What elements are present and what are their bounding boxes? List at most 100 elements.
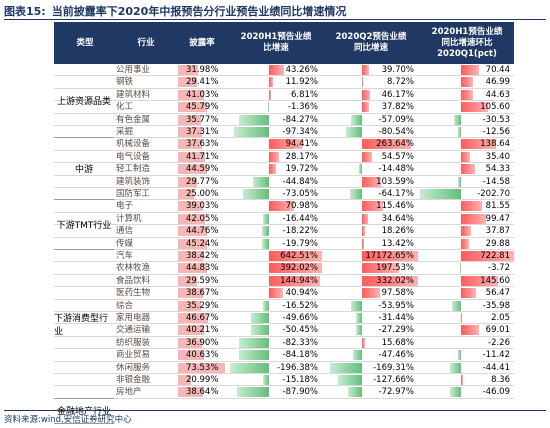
qoq-value: 29.88 [485,238,510,249]
table-row: 通信 44.76% -18.22% 18.26% 37.87 [54,225,514,238]
h1-bar [268,139,303,150]
coverage-bar [178,213,205,224]
q2-bar [361,102,369,113]
h1-bar [242,189,269,199]
h1-value: -16.44% [282,213,318,224]
industry-cell: 钢铁 [116,77,134,88]
coverage-bar [178,226,207,237]
table-row: 电子 39.03% 70.98% 115.46% 81.55 [54,200,514,213]
coverage-bar [178,65,199,75]
table-row: 计算机 42.05% -16.44% 34.64% 99.47 [54,213,514,226]
h1-bar [239,337,269,348]
qoq-bar [461,139,497,150]
coverage-bar [178,139,203,150]
qoq-bar [458,127,462,137]
qoq-value: -12.56 [482,127,510,137]
h1-value: 11.92% [285,77,318,88]
category-cell: 下游TMT行业 [54,200,114,250]
q2-value: -53.95% [378,300,414,311]
q2-bar [346,127,362,137]
industry-cell: 汽车 [116,251,134,261]
q2-bar [361,226,366,237]
qoq-value: -30.53 [482,114,510,125]
q2-bar [361,151,372,162]
qoq-value: 2.05 [491,313,510,323]
qoq-value: -3.72 [488,263,510,274]
h1-bar [250,325,269,336]
table-row: 房地产 38.64% -87.90% -72.97% -46.09 [54,386,514,399]
coverage-bar [178,337,202,348]
category-cell: 下游消费型行业 [54,250,114,399]
table-row: 有色金属 35.77% -84.27% -57.09% -30.53 [54,114,514,126]
table-row: 家用电器 46.67% -49.66% -31.44% 2.05 [54,312,514,325]
h1-bar [261,238,269,249]
table-row: 公用事业 31.98% 43.26% 39.70% 70.44 [54,64,514,77]
coverage-cell: 41.71% [186,151,219,162]
industry-cell: 计算机 [116,213,142,224]
q2-value: -169.31% [373,362,414,373]
qoq-value: -44.41 [482,362,510,373]
table-row: 国防军工 25.00% -73.05% -64.17% -202.70 [54,188,514,201]
q2-bar [350,114,362,125]
table-row: 休闲服务 73.53% -196.38% -169.31% -44.41 [54,362,514,374]
h1-bar [268,164,276,175]
figure-caption: 当前披露率下2020年中报预告分行业预告业绩同比增速情况 [51,5,347,18]
coverage-cell: 38.42% [186,251,219,261]
industry-cell: 医药生物 [116,288,151,299]
coverage-bar [178,313,208,323]
coverage-cell: 38.67% [186,288,219,299]
q2-bar [361,213,369,224]
table-row: 纺织服装 36.90% -82.33% 15.68% -2.26 [54,337,514,350]
coverage-cell: 41.03% [186,89,219,100]
h1-value: -1.36% [287,102,318,113]
qoq-value: -35.98 [482,300,510,311]
q2-value: -47.46% [378,350,414,361]
coverage-bar [178,176,198,187]
table-row: 商业贸易 40.63% -84.18% -47.46% -11.42 [54,349,514,362]
table-row: 化工 45.79% -1.36% 37.82% 105.60 [54,101,514,114]
qoq-value: -11.42 [482,350,510,361]
q2-bar [337,375,362,385]
category-cell: 上游资源品类 [54,64,114,139]
industry-cell: 轻工制造 [116,164,151,175]
q2-bar [355,313,362,323]
table-row: 采掘 37.31% -97.34% -80.54% -12.56 [54,126,514,139]
coverage-bar [178,127,202,137]
q2-bar [361,288,380,299]
q2-value: -64.17% [378,189,414,199]
qoq-bar [457,176,462,187]
coverage-cell: 73.53% [186,362,219,373]
coverage-cell: 44.59% [186,164,219,175]
qoq-bar [461,201,482,212]
q2-bar [361,337,365,348]
q2-bar [329,362,362,373]
h1-bar [268,288,284,299]
coverage-cell: 45.79% [186,102,219,113]
category-cell: 中游 [54,138,114,201]
qoq-value: 44.63 [485,89,510,100]
coverage-bar [178,325,204,336]
coverage-cell: 35.77% [186,114,219,125]
q2-value: 15.68% [381,337,414,348]
qoq-value: 54.33 [485,164,510,175]
q2-value: -27.29% [378,325,414,336]
q2-value: 18.26% [381,226,414,237]
coverage-cell: 44.83% [186,263,219,274]
table-header: 类型 行业 披露率 2020H1预告业绩 比增速 2020Q2预告业绩 同比增速 2… [54,22,514,64]
q2-value: 197.53% [376,263,414,274]
q2-value: -80.54% [378,127,414,137]
coverage-cell: 42.05% [186,213,219,224]
source-note: 资料来源:wind,安信证券研究中心 [4,415,132,425]
coverage-bar [178,362,226,373]
h1-value: -97.34% [282,127,318,137]
table-row: 医药生物 38.67% 40.94% 97.58% 56.47 [54,287,514,300]
h1-bar [268,151,279,162]
q2-value: 97.58% [381,288,414,299]
qoq-value: -14.58 [482,176,510,187]
q2-value: 46.17% [381,89,414,100]
table-row: 综合 35.29% -16.52% -53.95% -35.98 [54,300,514,312]
table-row: 钢铁 29.41% 11.92% 8.72% 46.99 [54,76,514,89]
header-coverage: 披露率 [189,37,215,48]
qoq-bar [461,238,469,249]
qoq-bar [452,300,462,311]
